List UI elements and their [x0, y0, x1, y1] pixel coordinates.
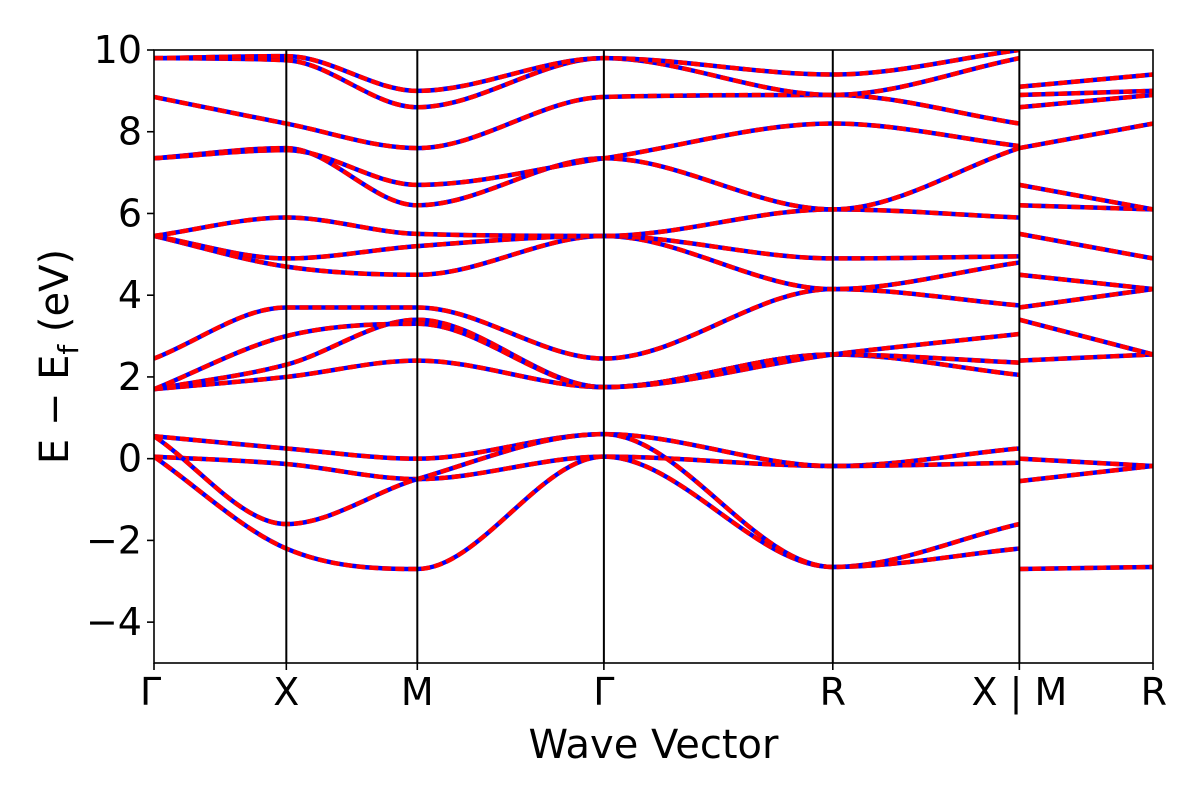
y-axis-ticks: −4 −2 0 2 4 6 8 10 [86, 28, 154, 644]
x-tick-label-0: Γ [140, 670, 161, 714]
band-line-blue-s0-b1 [154, 454, 1020, 572]
band-line-red-s1-b10 [1018, 121, 1153, 151]
band-line-red-s1-b4 [1018, 317, 1153, 357]
band-line-red-s0-b8 [154, 233, 1020, 292]
y-tick-label-3: 2 [118, 355, 142, 399]
band-line-red-s1-b8 [1019, 203, 1153, 212]
band-line-red-s0-b13 [154, 92, 1020, 151]
band-line-red-s1-b9 [1018, 182, 1153, 212]
y-tick-label-6: 8 [118, 110, 142, 154]
x-axis-title: Wave Vector [529, 722, 780, 768]
band-line-red-s0-b12 [154, 121, 1020, 188]
y-tick-label-7: 10 [94, 28, 142, 72]
band-line-blue-s0-b8 [154, 233, 1020, 292]
band-line-red-s0-b9 [154, 233, 1020, 261]
x-tick-label-2: M [401, 670, 434, 714]
band-line-blue-s0-b10 [154, 207, 1020, 239]
y-tick-label-5: 6 [118, 191, 142, 235]
band-line-red-s0-b6 [154, 321, 1020, 392]
x-axis-ticks: Γ X M Γ R X | M R [140, 663, 1167, 715]
band-line-blue-s0-b12 [154, 121, 1020, 188]
band-line-red-s1-b7 [1018, 231, 1153, 261]
plot-frame [153, 49, 1154, 664]
band-line-blue-s0-b9 [154, 233, 1020, 261]
y-tick-label-4: 4 [118, 273, 142, 317]
band-line-red-s1-b0 [1019, 564, 1153, 572]
band-line-red-s1-b12 [1019, 88, 1153, 98]
band-line-red-s1-b13 [1019, 72, 1153, 90]
band-line-red-s1-b5 [1019, 286, 1153, 310]
band-line-red-s1-b11 [1019, 92, 1153, 110]
band-line-red-s1-b3 [1019, 352, 1153, 363]
y-axis-title-subscript: f [52, 344, 85, 355]
y-tick-label-1: −2 [86, 518, 142, 562]
y-axis-title-unit: (eV) [32, 249, 78, 345]
y-tick-label-2: 0 [118, 437, 142, 481]
x-tick-label-6: R [1141, 670, 1167, 714]
band-lines [154, 50, 1153, 572]
y-tick-label-0: −4 [86, 600, 142, 644]
x-tick-label-4: R [820, 670, 846, 714]
band-line-red-s1-b6 [1019, 272, 1153, 292]
high-symmetry-lines [285, 50, 1021, 663]
band-line-red-s1-b1 [1019, 463, 1153, 484]
y-axis-title-main: E − E [32, 355, 78, 465]
band-line-red-s0-b3 [154, 431, 1020, 570]
x-tick-label-5: X | M [971, 670, 1067, 715]
band-line-blue-s0-b11 [154, 145, 1021, 212]
band-line-red-s0-b10 [154, 207, 1020, 239]
x-tick-label-3: Γ [593, 670, 614, 714]
band-line-red-s0-b1 [154, 454, 1020, 572]
x-tick-label-1: X [273, 670, 299, 714]
band-line-red-s1-b2 [1019, 456, 1153, 469]
y-axis-title: E − Ef (eV) [32, 249, 85, 464]
